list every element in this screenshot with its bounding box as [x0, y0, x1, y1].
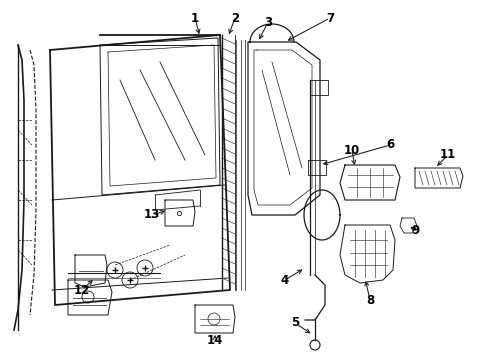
Text: 6: 6: [386, 139, 394, 152]
Text: 8: 8: [366, 293, 374, 306]
Text: 7: 7: [326, 12, 334, 24]
Text: 4: 4: [281, 274, 289, 287]
Text: 14: 14: [207, 333, 223, 346]
Text: 2: 2: [231, 12, 239, 24]
Text: 9: 9: [411, 224, 419, 237]
Text: 13: 13: [144, 208, 160, 221]
Text: 10: 10: [344, 144, 360, 157]
Text: 12: 12: [74, 284, 90, 297]
Text: 11: 11: [440, 148, 456, 162]
Text: 5: 5: [291, 316, 299, 329]
Text: 1: 1: [191, 12, 199, 24]
Text: 3: 3: [264, 15, 272, 28]
